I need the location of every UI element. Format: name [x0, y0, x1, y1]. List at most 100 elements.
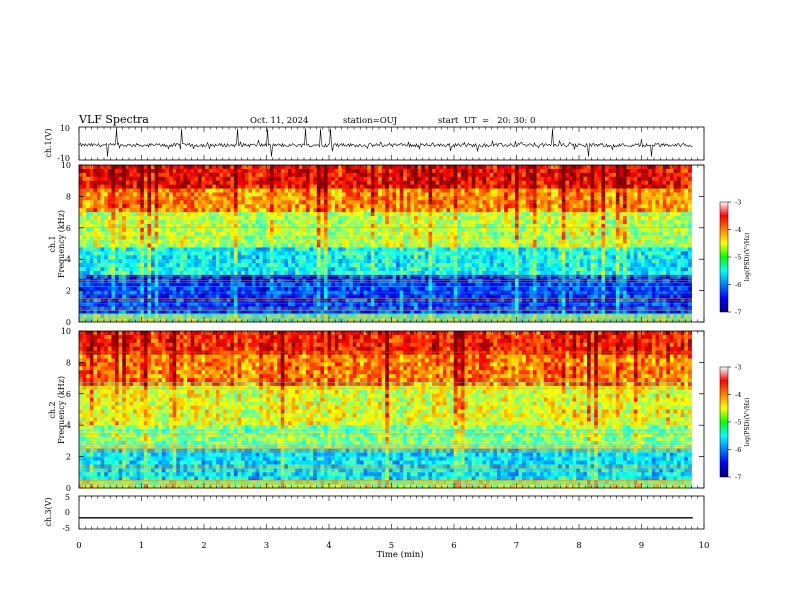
spectrogram-cell [439, 212, 444, 217]
spectrogram-cell [223, 306, 228, 311]
spectrogram-cell [269, 223, 274, 229]
spectrogram-cell [446, 282, 451, 288]
spectrogram-cell [446, 216, 451, 221]
spectrogram-cell [82, 243, 87, 248]
spectrogram-cell [316, 168, 321, 174]
spectrogram-cell [183, 176, 188, 182]
spectrogram-cell [212, 212, 217, 217]
spectrogram-cell [284, 294, 289, 299]
spectrogram-cell [410, 168, 415, 174]
spectrogram-cell [115, 255, 120, 260]
spectrogram-cell [334, 188, 339, 193]
spectrogram-cell [291, 208, 296, 213]
spectrogram-cell [176, 204, 181, 209]
spectrogram-cell [223, 212, 228, 217]
spectrogram-cell [442, 286, 447, 292]
spectrogram-cell [190, 204, 195, 209]
spectrogram-cell [453, 247, 458, 252]
spectrogram-cell [143, 270, 148, 276]
spectrogram-cell [295, 219, 300, 225]
spectrogram-cell [136, 247, 141, 252]
spectrogram-cell [115, 223, 120, 229]
spectrogram-cell [212, 184, 217, 189]
spectrogram-cell [208, 282, 213, 288]
spectrogram-cell [496, 267, 501, 272]
spectrogram-cell [115, 263, 120, 268]
spectrogram-cell [104, 192, 109, 197]
spectrogram-cell [493, 255, 498, 260]
spectrogram-cell [287, 251, 292, 256]
spectrogram-cell [223, 184, 228, 189]
spectrogram-cell [486, 302, 491, 307]
spectrogram-cell [226, 294, 231, 299]
spectrogram-cell [86, 247, 91, 252]
spectrogram-cell [176, 219, 181, 225]
spectrogram-cell [399, 270, 404, 276]
spectrogram-cell [125, 282, 130, 288]
spectrogram-cell [432, 223, 437, 229]
spectrogram-cell [439, 239, 444, 244]
spectrogram-cell [82, 318, 87, 323]
spectrogram-cell [136, 274, 141, 280]
spectrogram-cell [230, 318, 235, 323]
spectrogram-cell [378, 263, 383, 268]
spectrogram-cell [399, 294, 404, 299]
spectrogram-cell [309, 188, 314, 193]
spectrogram-cell [424, 270, 429, 276]
spectrogram-cell [471, 247, 476, 252]
spectrogram-cell [313, 282, 318, 288]
spectrogram-cell [525, 172, 530, 178]
spectrogram-cell [403, 318, 408, 323]
spectrogram-cell [342, 263, 347, 268]
spectrogram-cell [478, 247, 483, 252]
spectrogram-cell [266, 247, 271, 252]
spectrogram-cell [262, 212, 267, 217]
spectrogram-cell [165, 286, 170, 292]
spectrogram-cell [450, 286, 455, 292]
spectrogram-cell [208, 243, 213, 248]
spectrogram-cell [399, 172, 404, 178]
spectrogram-cell [525, 216, 530, 221]
spectrogram-cell [190, 168, 195, 174]
spectrogram-cell [320, 239, 325, 244]
spectrogram-cell [230, 204, 235, 209]
spectrogram-cell [352, 227, 357, 233]
spectrogram-cell [183, 267, 188, 272]
spectrogram-cell [219, 216, 224, 221]
spectrogram-cell [248, 188, 253, 193]
spectrogram-cell [107, 318, 112, 323]
spectrogram-cell [237, 302, 242, 307]
spectrogram-cell [259, 180, 264, 186]
spectrogram-cell [525, 212, 530, 217]
spectrogram-cell [349, 274, 354, 280]
spectrogram-cell [125, 188, 130, 193]
spectrogram-cell [205, 165, 210, 170]
spectrogram-cell [349, 172, 354, 178]
spectrogram-cell [396, 263, 401, 268]
spectrogram-cell [86, 306, 91, 311]
spectrogram-cell [327, 212, 332, 217]
spectrogram-cell [161, 227, 166, 233]
spectrogram-cell [457, 255, 462, 260]
spectrogram-cell [215, 274, 220, 280]
spectrogram-cell [111, 282, 116, 288]
spectrogram-cell [338, 192, 343, 197]
spectrogram-cell [86, 286, 91, 292]
spectrogram-cell [500, 219, 505, 225]
spectrogram-cell [183, 172, 188, 178]
spectrogram-cell [201, 270, 206, 276]
spectrogram-cell [190, 212, 195, 217]
spectrogram-cell [284, 255, 289, 260]
spectrogram-cell [273, 172, 278, 178]
spectrogram-cell [460, 219, 465, 225]
spectrogram-cell [396, 192, 401, 197]
spectrogram-cell [248, 247, 253, 252]
spectrogram-cell [428, 192, 433, 197]
spectrogram-cell [428, 184, 433, 189]
spectrogram-cell [208, 212, 213, 217]
spectrogram-cell [522, 255, 527, 260]
spectrogram-cell [374, 306, 379, 311]
spectrogram-cell [305, 227, 310, 233]
spectrogram-cell [403, 267, 408, 272]
spectrogram-cell [475, 294, 480, 299]
